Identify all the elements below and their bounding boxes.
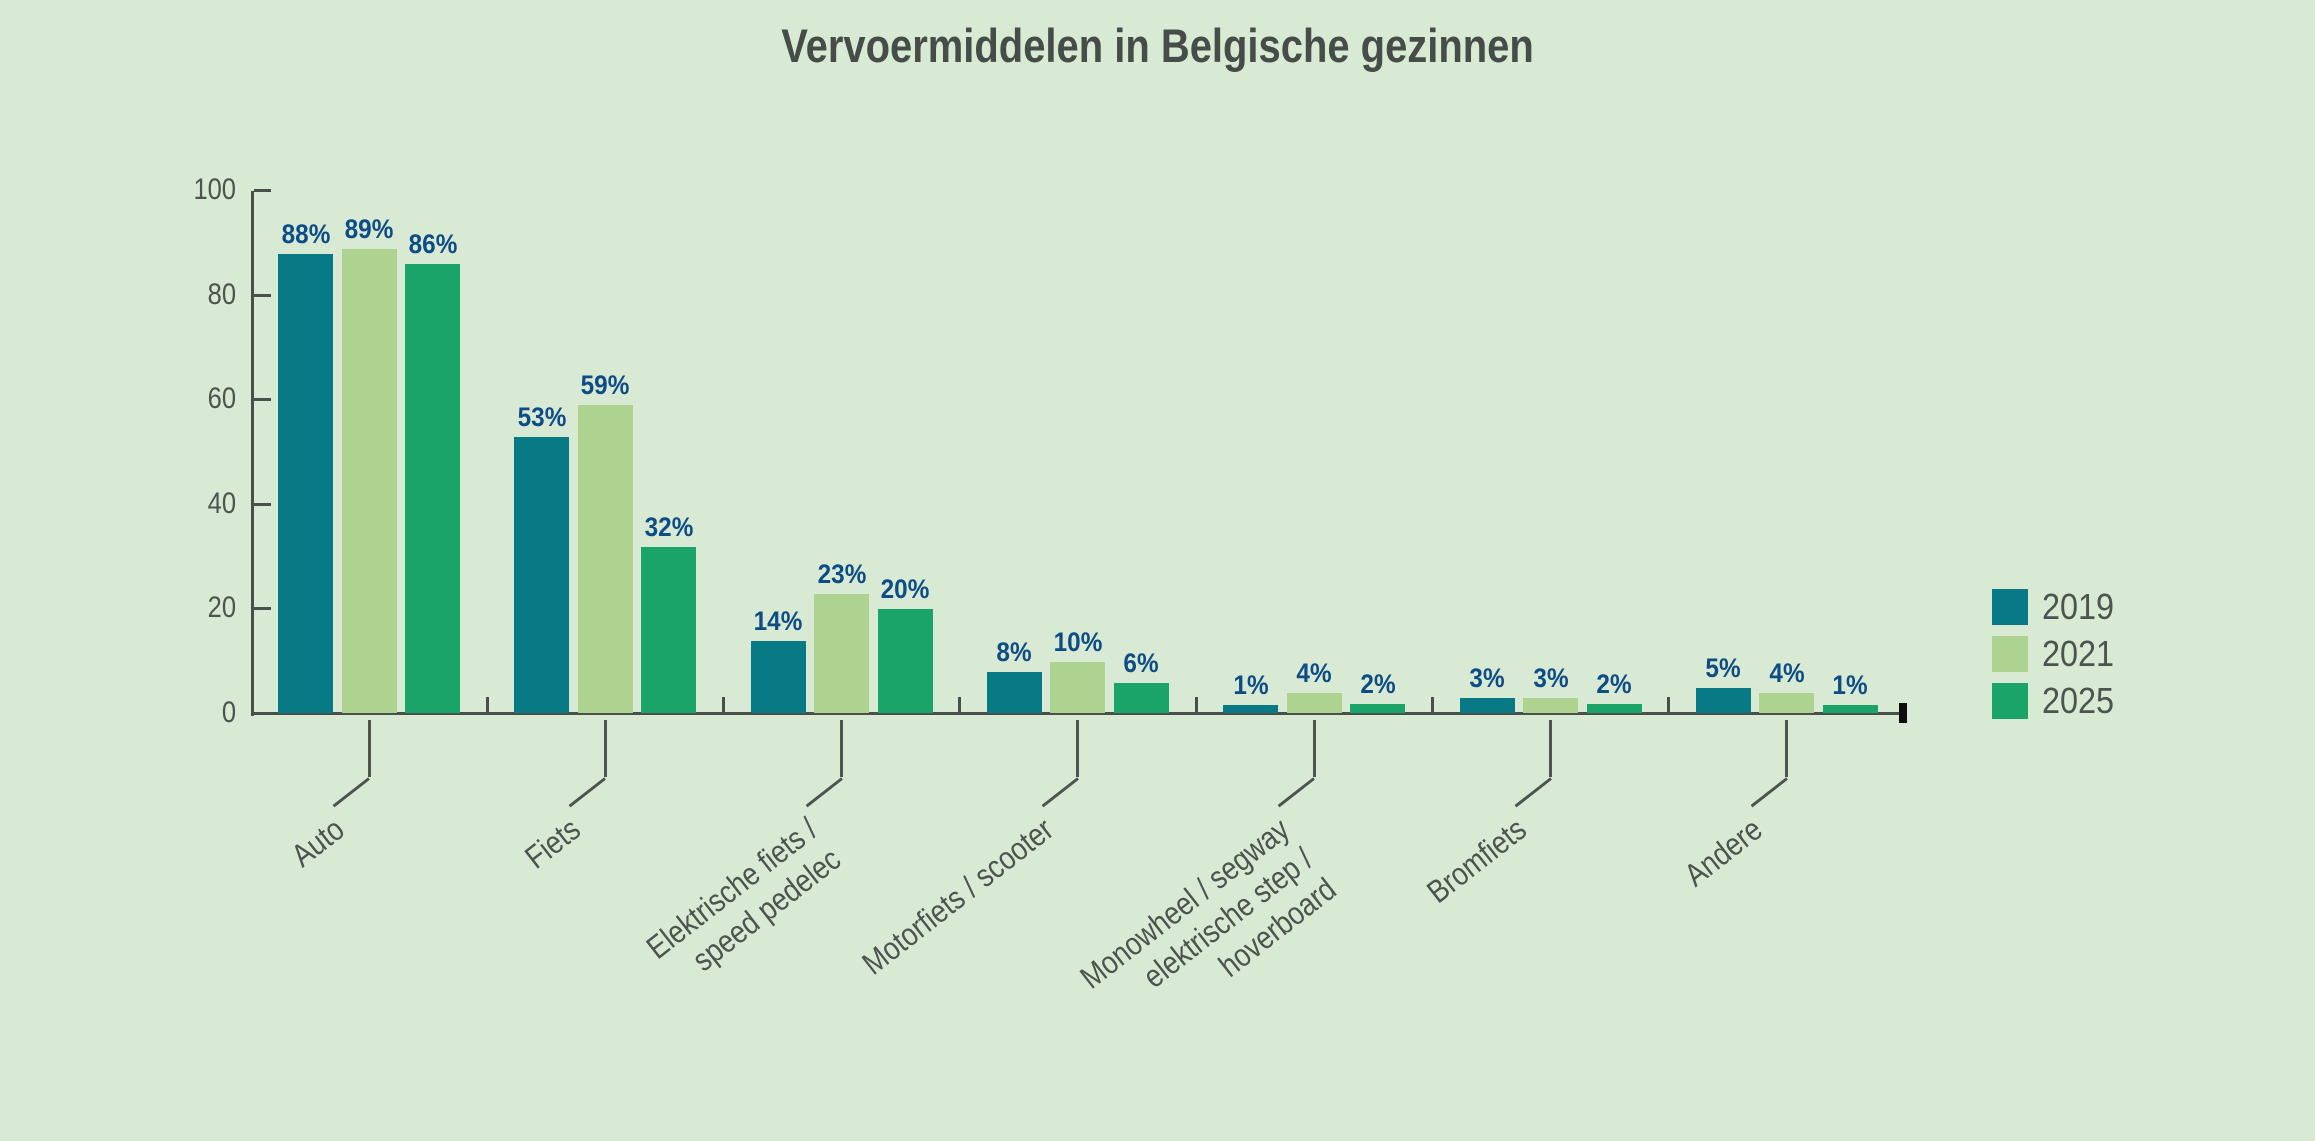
bar — [877, 609, 933, 713]
bar — [1759, 693, 1815, 713]
bar — [641, 547, 697, 713]
legend-item-2025: 2025 — [1992, 683, 2122, 719]
bar-value-label: 32% — [644, 512, 694, 542]
x-axis-group-tick — [1667, 697, 1671, 713]
category-leader-diagonal — [1514, 777, 1552, 808]
bar-value-label: 8% — [996, 637, 1033, 667]
bar — [405, 264, 460, 713]
bar — [1113, 683, 1169, 713]
x-axis-group-tick — [958, 697, 962, 713]
y-axis-tick-label: 20 — [207, 591, 236, 625]
bar — [1695, 688, 1751, 713]
category-label-line: elektrische step / — [1136, 840, 1320, 995]
legend-label: 2019 — [2042, 586, 2115, 627]
bar-value-label: 89% — [344, 214, 394, 244]
bar-value-label: 23% — [817, 559, 866, 589]
y-axis-tick — [254, 189, 271, 192]
legend-label: 2025 — [2042, 680, 2115, 721]
bar-value-label: 5% — [1705, 653, 1742, 683]
bar — [1350, 704, 1406, 713]
y-axis-tick — [254, 712, 271, 715]
bar — [278, 254, 333, 713]
x-axis-group-tick — [1194, 697, 1198, 713]
bar — [577, 405, 633, 713]
x-axis-end-cap — [1899, 703, 1907, 723]
category-leader-diagonal — [1041, 777, 1079, 808]
category-leader-diagonal — [805, 777, 843, 808]
chart-canvas: Vervoermiddelen in Belgische gezinnen 0 2… — [193, 19, 2122, 996]
bar-value-label: 88% — [281, 219, 330, 249]
bar-value-label: 1% — [1832, 670, 1869, 700]
y-axis-tick — [254, 502, 271, 506]
y-axis-tick — [254, 398, 271, 402]
bar-value-label: 59% — [581, 370, 630, 400]
bar — [986, 672, 1042, 713]
category-leader-vertical — [1312, 720, 1316, 777]
category-leader-vertical — [840, 720, 844, 777]
x-axis-group-tick — [485, 697, 489, 713]
category-leader-vertical — [603, 720, 607, 777]
legend-item-2019: 2019 — [1992, 589, 2122, 625]
bar-value-label: 3% — [1533, 663, 1569, 693]
category-leader-vertical — [1785, 720, 1789, 777]
legend-label: 2021 — [2042, 633, 2115, 674]
y-axis-tick-label: 0 — [221, 696, 236, 729]
legend-item-2021: 2021 — [1992, 636, 2122, 672]
category-leader-diagonal — [568, 777, 607, 808]
chart-title: Vervoermiddelen in Belgische gezinnen — [781, 19, 1534, 72]
category-leader-diagonal — [1750, 777, 1788, 808]
bar — [1523, 698, 1579, 713]
bar — [341, 249, 397, 713]
bar-value-label: 20% — [880, 574, 930, 604]
bar-value-label: 53% — [517, 402, 567, 432]
legend-swatch — [1992, 683, 2028, 719]
category-leader-diagonal — [332, 777, 370, 808]
legend-swatch — [1992, 589, 2028, 625]
category-label-line: speed pedelec — [685, 840, 847, 979]
bar — [514, 437, 570, 713]
bar-value-label: 6% — [1123, 648, 1160, 678]
bar — [814, 594, 870, 713]
y-axis-line — [251, 191, 254, 716]
legend-swatch — [1992, 636, 2028, 672]
bar-value-label: 4% — [1296, 658, 1332, 688]
x-axis-group-tick — [1430, 697, 1434, 713]
bar-value-label: 10% — [1053, 627, 1103, 657]
y-axis-tick-label: 80 — [207, 277, 236, 311]
y-axis-tick — [254, 607, 271, 611]
bar-value-label: 2% — [1596, 669, 1632, 699]
bar — [1286, 693, 1342, 713]
x-axis-line — [251, 712, 1907, 715]
category-leader-vertical — [1076, 720, 1080, 777]
category-leader-vertical — [367, 720, 371, 777]
bar — [1459, 698, 1515, 713]
bar — [750, 641, 806, 713]
y-axis-tick-label: 60 — [207, 382, 236, 416]
bar — [1586, 704, 1642, 713]
category-leader-vertical — [1549, 720, 1553, 777]
bar — [1822, 705, 1878, 713]
x-axis-group-tick — [721, 697, 725, 713]
bar-value-label: 4% — [1769, 658, 1805, 688]
bar-value-label: 1% — [1233, 670, 1269, 700]
y-axis-tick-label: 40 — [207, 486, 236, 520]
bar-value-label: 86% — [408, 229, 457, 259]
bar — [1050, 662, 1106, 713]
bar — [1223, 705, 1279, 713]
y-axis-tick — [254, 293, 271, 297]
bar-value-label: 2% — [1360, 669, 1396, 699]
category-leader-diagonal — [1277, 777, 1316, 808]
bar-value-label: 3% — [1469, 663, 1505, 693]
y-axis-tick-label: 100 — [193, 173, 236, 206]
bar-value-label: 14% — [753, 606, 803, 636]
